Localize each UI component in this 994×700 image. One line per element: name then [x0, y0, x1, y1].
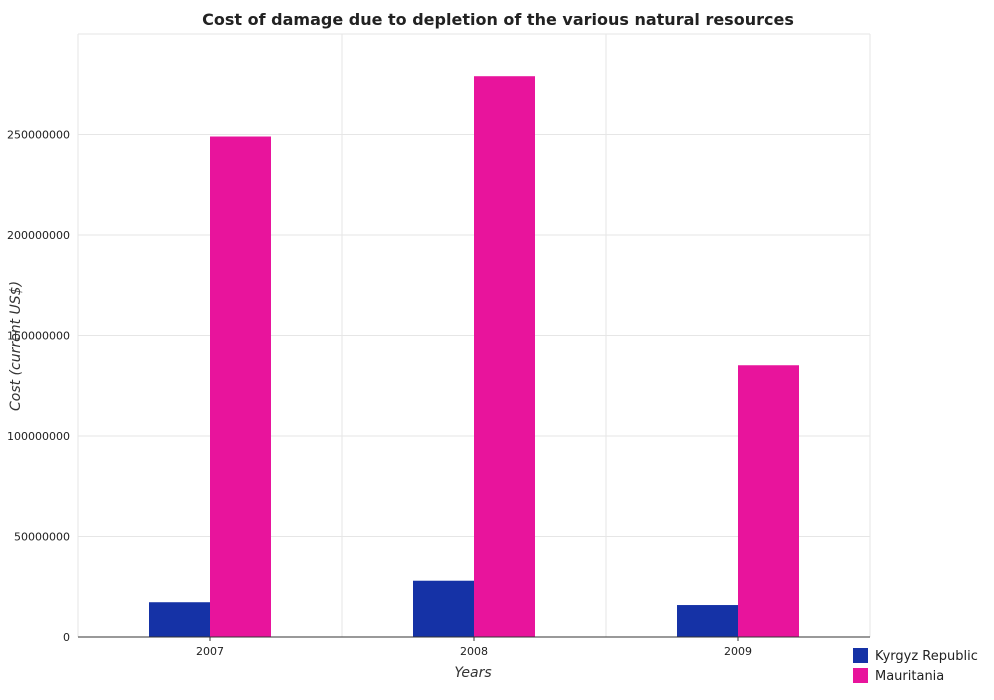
bar-kyrgyz-republic-2008	[413, 580, 474, 637]
legend-label: Kyrgyz Republic	[875, 649, 978, 664]
x-tick-labels: 2007 2008 2009	[196, 637, 752, 658]
y-tick-label: 100000000	[7, 430, 70, 443]
x-tick-label: 2009	[724, 645, 752, 658]
bars	[149, 76, 799, 637]
chart-title: Cost of damage due to depletion of the v…	[202, 10, 794, 29]
y-tick-label: 0	[63, 631, 70, 644]
bar-kyrgyz-republic-2009	[677, 605, 738, 637]
legend-swatch	[853, 668, 868, 683]
legend-swatch	[853, 648, 868, 663]
bar-mauritania-2008	[474, 76, 535, 637]
y-tick-label: 50000000	[14, 531, 70, 544]
y-tick-labels: 0 50000000 100000000 150000000 200000000 2500…	[7, 129, 70, 645]
y-axis-label: Cost (current US$)	[8, 281, 24, 411]
x-tick-label: 2008	[460, 645, 488, 658]
bar-kyrgyz-republic-2007	[149, 602, 210, 637]
bar-mauritania-2007	[210, 136, 271, 637]
legend: Kyrgyz Republic Mauritania	[853, 648, 978, 684]
y-tick-label: 200000000	[7, 229, 70, 242]
bar-mauritania-2009	[738, 365, 799, 637]
x-tick-label: 2007	[196, 645, 224, 658]
x-axis-label: Years	[454, 665, 491, 681]
legend-label: Mauritania	[875, 669, 944, 684]
y-tick-label: 250000000	[7, 129, 70, 142]
y-tick-label: 150000000	[7, 330, 70, 343]
